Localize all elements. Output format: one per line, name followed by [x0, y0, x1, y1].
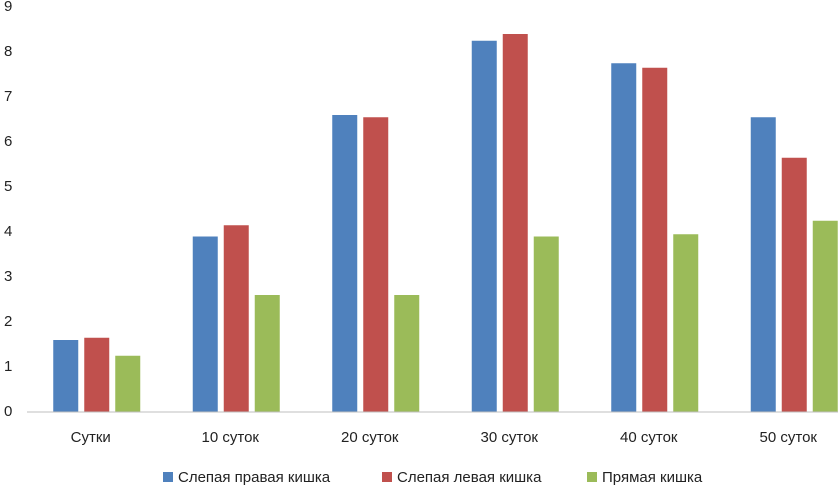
legend-label: Слепая левая кишка [397, 469, 542, 486]
bar [363, 117, 389, 412]
bar [471, 40, 497, 412]
bar [642, 67, 668, 412]
x-tick-label: 20 суток [341, 429, 399, 446]
y-tick-label: 0 [4, 403, 12, 420]
bar [611, 63, 637, 412]
bar [84, 337, 110, 412]
bar [192, 236, 218, 412]
y-tick-label: 3 [4, 268, 12, 285]
bar [533, 236, 559, 412]
x-tick-label: 50 суток [760, 429, 818, 446]
y-tick-label: 8 [4, 43, 12, 60]
legend-swatch [587, 472, 597, 482]
bar [115, 355, 141, 412]
legend-swatch [382, 472, 392, 482]
bar [332, 115, 358, 412]
y-tick-label: 2 [4, 313, 12, 330]
legend-swatch [163, 472, 173, 482]
bar [53, 340, 79, 412]
x-tick-label: 10 суток [202, 429, 260, 446]
y-tick-label: 4 [4, 223, 12, 240]
bar [254, 295, 280, 412]
bar [673, 234, 699, 412]
bar [750, 117, 776, 412]
y-tick-label: 1 [4, 358, 12, 375]
y-tick-label: 5 [4, 178, 12, 195]
y-tick-label: 9 [4, 0, 12, 15]
y-tick-label: 6 [4, 133, 12, 150]
bar [394, 295, 420, 412]
x-tick-label: Сутки [71, 429, 111, 446]
bar [781, 157, 807, 412]
legend-label: Прямая кишка [602, 469, 703, 486]
bar [223, 225, 249, 412]
y-tick-label: 7 [4, 88, 12, 105]
bar [502, 34, 528, 412]
bar [812, 220, 838, 412]
x-tick-label: 30 суток [481, 429, 539, 446]
x-tick-label: 40 суток [620, 429, 678, 446]
legend-label: Слепая правая кишка [178, 469, 331, 486]
